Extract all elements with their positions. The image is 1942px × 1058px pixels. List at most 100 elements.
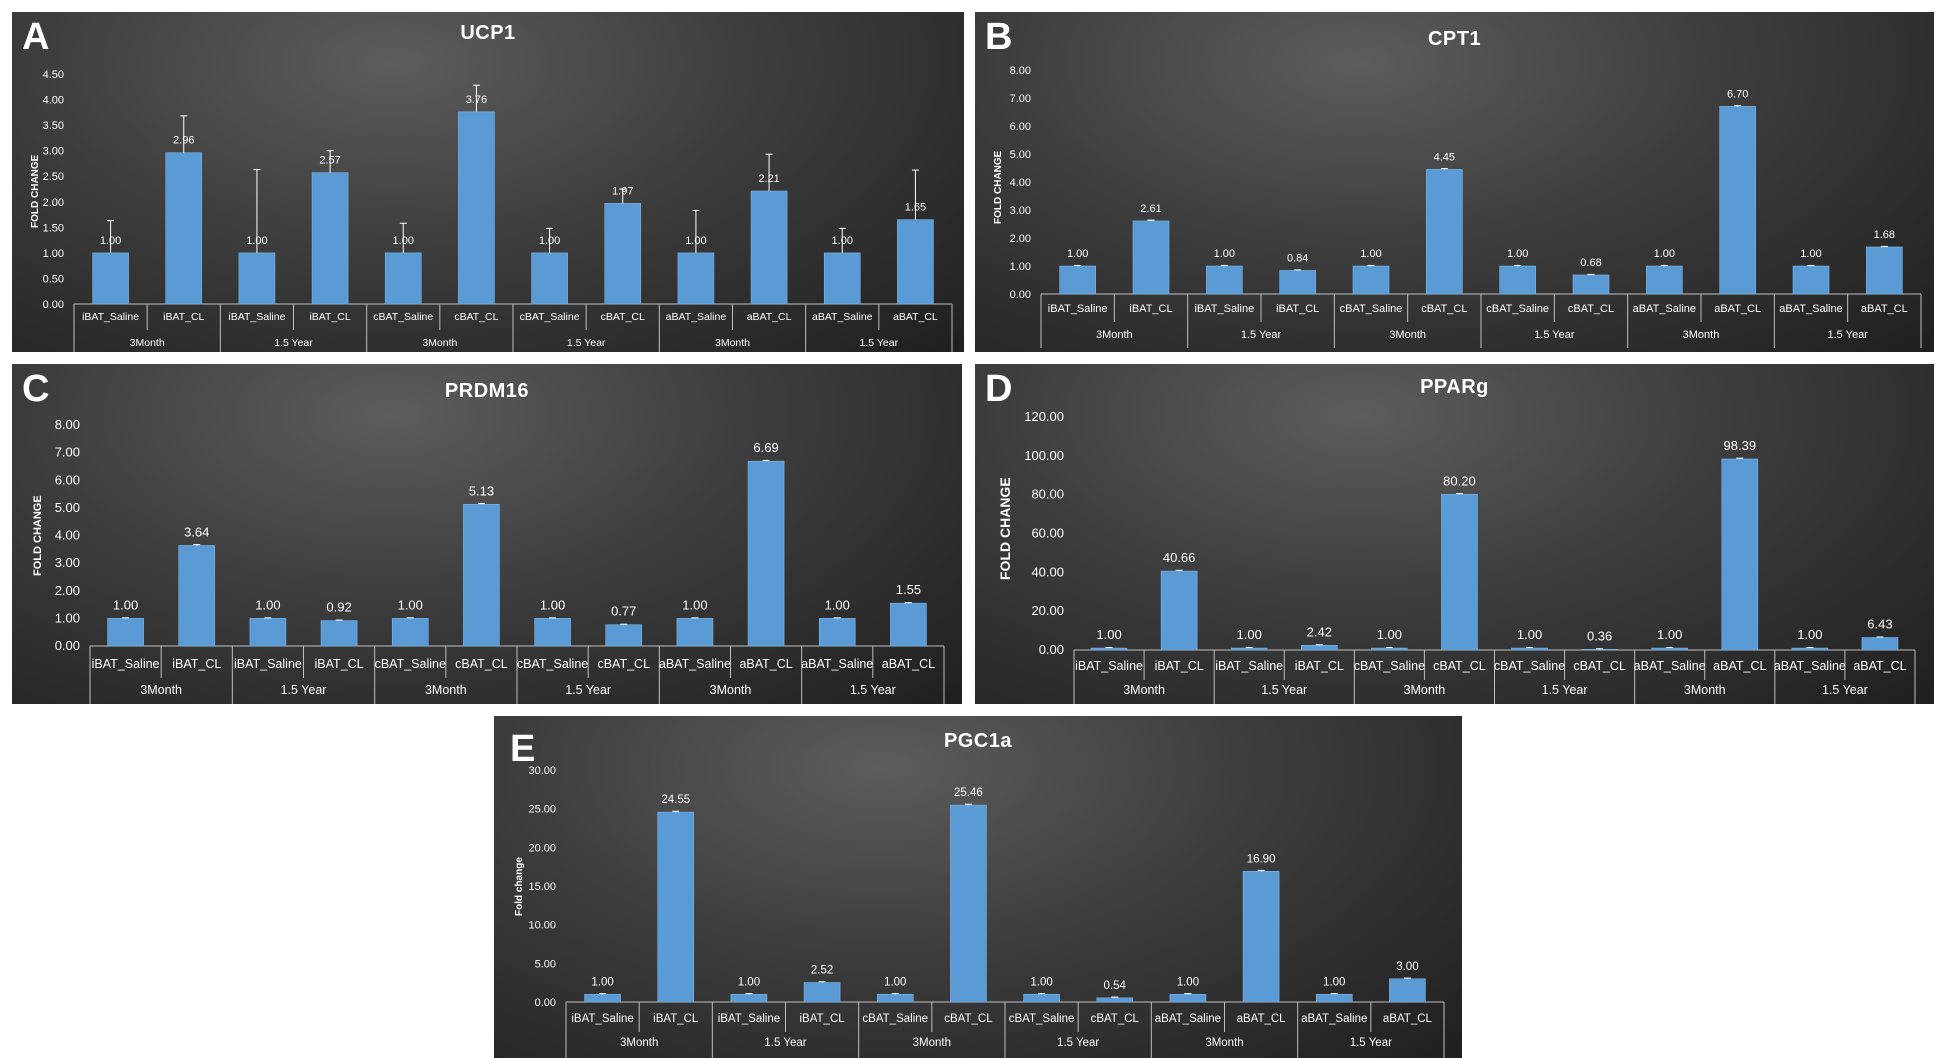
chart-svg-e: 0.00 5.00 10.00 15.00 20.00 25.00 30.00 1.00 24.…: [528, 765, 1445, 1058]
x-tick-label: iBAT_Saline: [82, 311, 139, 323]
bar: [1572, 274, 1610, 295]
bar: [1206, 265, 1243, 295]
group-label: 1.5 Year: [1261, 683, 1307, 697]
y-tick-label: 5.00: [1010, 149, 1031, 161]
data-label: 0.92: [326, 600, 351, 615]
data-label: 1.00: [1507, 248, 1528, 260]
panel-letter-e: E: [510, 728, 536, 770]
bar: [1090, 647, 1128, 651]
data-label: 1.00: [1800, 248, 1821, 260]
x-tick-label: aBAT_CL: [882, 657, 935, 671]
y-tick-label: 100.00: [1024, 448, 1064, 463]
group-label: 1.5 Year: [860, 337, 899, 349]
data-label: 0.54: [1104, 980, 1127, 992]
bar: [818, 618, 856, 647]
data-label: 1.00: [1377, 627, 1402, 642]
data-label: 40.66: [1163, 550, 1196, 565]
y-tick-label: 10.00: [528, 920, 556, 932]
bar: [1426, 169, 1463, 295]
y-tick-label: 60.00: [1031, 526, 1064, 541]
bar: [1511, 647, 1548, 651]
bar: [249, 618, 287, 647]
data-label: 1.00: [540, 597, 565, 612]
chart-title-a: UCP1: [460, 22, 516, 44]
data-label: 1.65: [905, 202, 926, 214]
bar: [657, 811, 695, 1003]
group-label: 3Month: [1389, 329, 1426, 341]
x-tick-label: cBAT_CL: [1433, 659, 1486, 673]
x-tick-label: aBAT_Saline: [812, 311, 873, 323]
x-tick-label: iBAT_Saline: [1215, 659, 1283, 673]
panel-letter-d: D: [985, 368, 1013, 410]
x-tick-label: aBAT_CL: [1861, 303, 1908, 315]
bar: [1059, 265, 1096, 295]
bar: [890, 602, 927, 647]
bar: [1719, 106, 1756, 295]
data-label: 1.00: [1657, 627, 1682, 642]
group-label: 1.5 Year: [567, 337, 606, 349]
chart-svg-c: 0.00 1.00 2.00 3.00 4.00 5.00 6.00 7.00 8.00 1.00…: [55, 417, 945, 704]
y-tick-label: 3.00: [43, 146, 64, 158]
y-tick-label: 0.00: [43, 299, 64, 311]
bar: [384, 252, 422, 305]
x-tick-label: aBAT_Saline: [1774, 659, 1846, 673]
group-label: 3Month: [1205, 1037, 1243, 1049]
group-label: 3Month: [1096, 329, 1133, 341]
data-label: 1.00: [591, 976, 613, 988]
data-label: 1.00: [393, 235, 414, 247]
y-tick-label: 7.00: [1010, 93, 1031, 105]
data-label: 3.76: [466, 94, 487, 106]
bar: [1160, 570, 1198, 651]
y-tick-label: 0.00: [1039, 642, 1064, 657]
data-label: 1.00: [1654, 248, 1675, 260]
bar: [1646, 265, 1683, 295]
x-tick-label: aBAT_CL: [747, 311, 792, 323]
y-tick-label: 3.50: [43, 120, 64, 132]
x-tick-label: aBAT_Saline: [1301, 1013, 1367, 1025]
data-label: 2.21: [758, 173, 779, 185]
data-label: 16.90: [1247, 853, 1276, 865]
x-tick-label: aBAT_Saline: [1155, 1013, 1221, 1025]
data-label: 1.00: [738, 976, 760, 988]
group-label: 1.5 Year: [565, 683, 611, 697]
x-tick-label: cBAT_Saline: [1494, 659, 1565, 673]
data-label: 1.00: [1237, 627, 1262, 642]
x-tick-label: iBAT_CL: [1295, 659, 1344, 673]
x-tick-label: aBAT_Saline: [1779, 303, 1842, 315]
x-tick-label: cBAT_Saline: [1009, 1013, 1075, 1025]
group-label: 1.5 Year: [1534, 329, 1575, 341]
bar: [1169, 993, 1207, 1003]
bar: [604, 203, 642, 305]
y-tick-label: 5.00: [55, 500, 80, 515]
bar: [1651, 647, 1689, 651]
x-tick-label: cBAT_Saline: [1486, 303, 1549, 315]
bar: [1371, 647, 1408, 651]
bar: [238, 252, 276, 305]
x-tick-label: iBAT_CL: [1276, 303, 1319, 315]
data-label: 0.36: [1587, 628, 1612, 643]
data-label: 1.00: [1177, 976, 1199, 988]
data-label: 1.00: [398, 597, 423, 612]
group-label: 1.5 Year: [1542, 683, 1588, 697]
chart-panel-d: 0.00 20.00 40.00 60.00 80.00 100.00 120.00 1.00…: [975, 364, 1934, 704]
panel-letter-c: C: [22, 368, 50, 410]
bar: [1279, 270, 1316, 295]
y-tick-label: 8.00: [1010, 65, 1031, 77]
x-tick-label: cBAT_CL: [454, 311, 498, 323]
y-tick-label: 1.00: [43, 248, 64, 260]
data-label: 1.00: [1214, 248, 1235, 260]
group-label: 3Month: [130, 337, 165, 349]
x-tick-label: cBAT_CL: [944, 1013, 993, 1025]
panel-letter-b: B: [985, 16, 1013, 58]
bar: [1791, 647, 1829, 651]
data-label: 98.39: [1724, 438, 1757, 453]
group-label: 3Month: [620, 1037, 658, 1049]
data-label: 0.68: [1580, 257, 1601, 269]
bar: [1230, 647, 1268, 651]
y-tick-label: 25.00: [528, 804, 556, 816]
y-tick-label: 7.00: [55, 445, 80, 460]
bar: [676, 618, 714, 647]
x-tick-label: cBAT_CL: [1421, 303, 1467, 315]
bar: [876, 993, 914, 1003]
y-tick-label: 4.00: [43, 95, 64, 107]
